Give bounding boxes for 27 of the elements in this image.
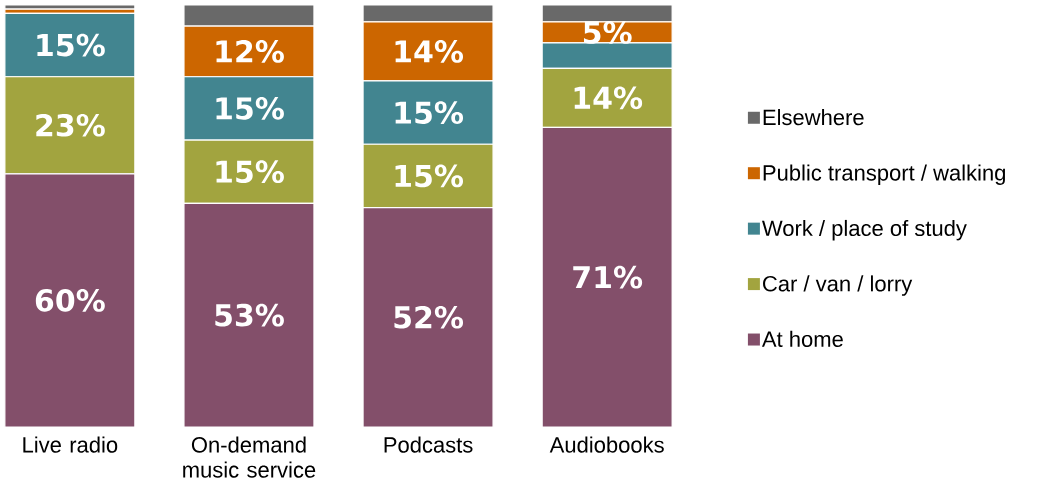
data-label: 14% [574, 86, 643, 110]
bar [363, 207, 494, 427]
data-label: 5% [584, 21, 632, 44]
x-tick-label: Podcasts [384, 436, 473, 453]
x-tick-label: Live radio [23, 436, 118, 453]
bar [4, 173, 135, 427]
x-tick-label: On-demand music service [183, 436, 316, 478]
data-label: 71% [573, 265, 643, 289]
data-label: 53% [215, 303, 284, 327]
data-label: 60% [35, 289, 105, 312]
legend-label: Elsewhere [763, 109, 864, 126]
legend-label: Work / place of study [762, 219, 967, 241]
data-label: 15% [216, 160, 284, 184]
legend-label: Public transport / walking [763, 164, 1005, 185]
data-label: 15% [395, 164, 464, 188]
data-label: 15% [395, 101, 464, 124]
bar [183, 203, 314, 427]
data-label: 23% [36, 113, 105, 137]
data-label: 12% [216, 40, 284, 63]
data-label: 52% [394, 305, 464, 329]
bar [541, 126, 673, 427]
x-tick-label: Audiobooks [549, 436, 664, 453]
legend-label: Car / van / lorry [763, 275, 913, 296]
data-label: 14% [395, 40, 464, 63]
data-label: 15% [37, 33, 105, 57]
legend-label: At home [761, 330, 843, 347]
data-label: 15% [216, 97, 284, 120]
